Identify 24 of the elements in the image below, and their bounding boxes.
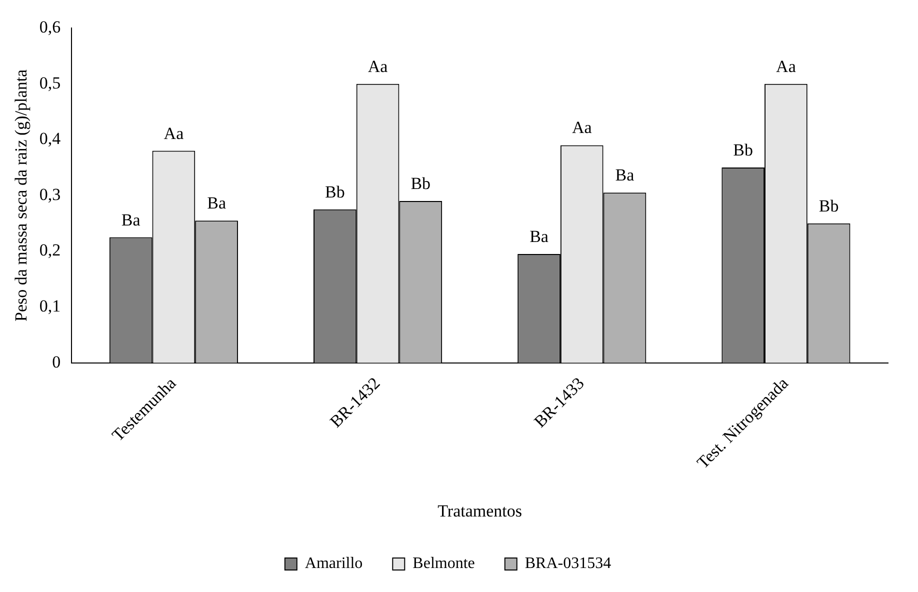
y-tick-label: 0,1 <box>39 296 61 316</box>
legend-label: Belmonte <box>412 555 475 572</box>
y-tick-label: 0,4 <box>39 129 62 148</box>
data-label: Bb <box>325 182 345 202</box>
data-label: Ba <box>207 194 226 213</box>
data-label: Bb <box>410 174 431 193</box>
y-tick-label: 0,5 <box>39 73 61 92</box>
y-tick-label: 0,3 <box>39 184 61 204</box>
data-label: Ba <box>121 210 141 230</box>
data-label: Bb <box>733 140 754 160</box>
y-tick-label: 0 <box>52 352 61 372</box>
y-tick-label: 0,6 <box>39 17 61 36</box>
legend-label: BRA-031534 <box>524 555 612 572</box>
data-label: Aa <box>368 56 388 76</box>
data-label: Aa <box>572 118 592 138</box>
y-tick-label: 0,2 <box>39 240 61 260</box>
legend-label: Amarillo <box>304 555 363 572</box>
y-axis-title: Peso da massa seca da raiz (g)/planta <box>12 68 31 322</box>
data-label: Ba <box>615 166 635 185</box>
x-axis-title: Tratamentos <box>438 501 522 520</box>
data-label: Bb <box>818 196 839 216</box>
data-label: Aa <box>164 124 184 143</box>
data-label: Ba <box>530 227 549 246</box>
data-label: Aa <box>776 56 796 76</box>
